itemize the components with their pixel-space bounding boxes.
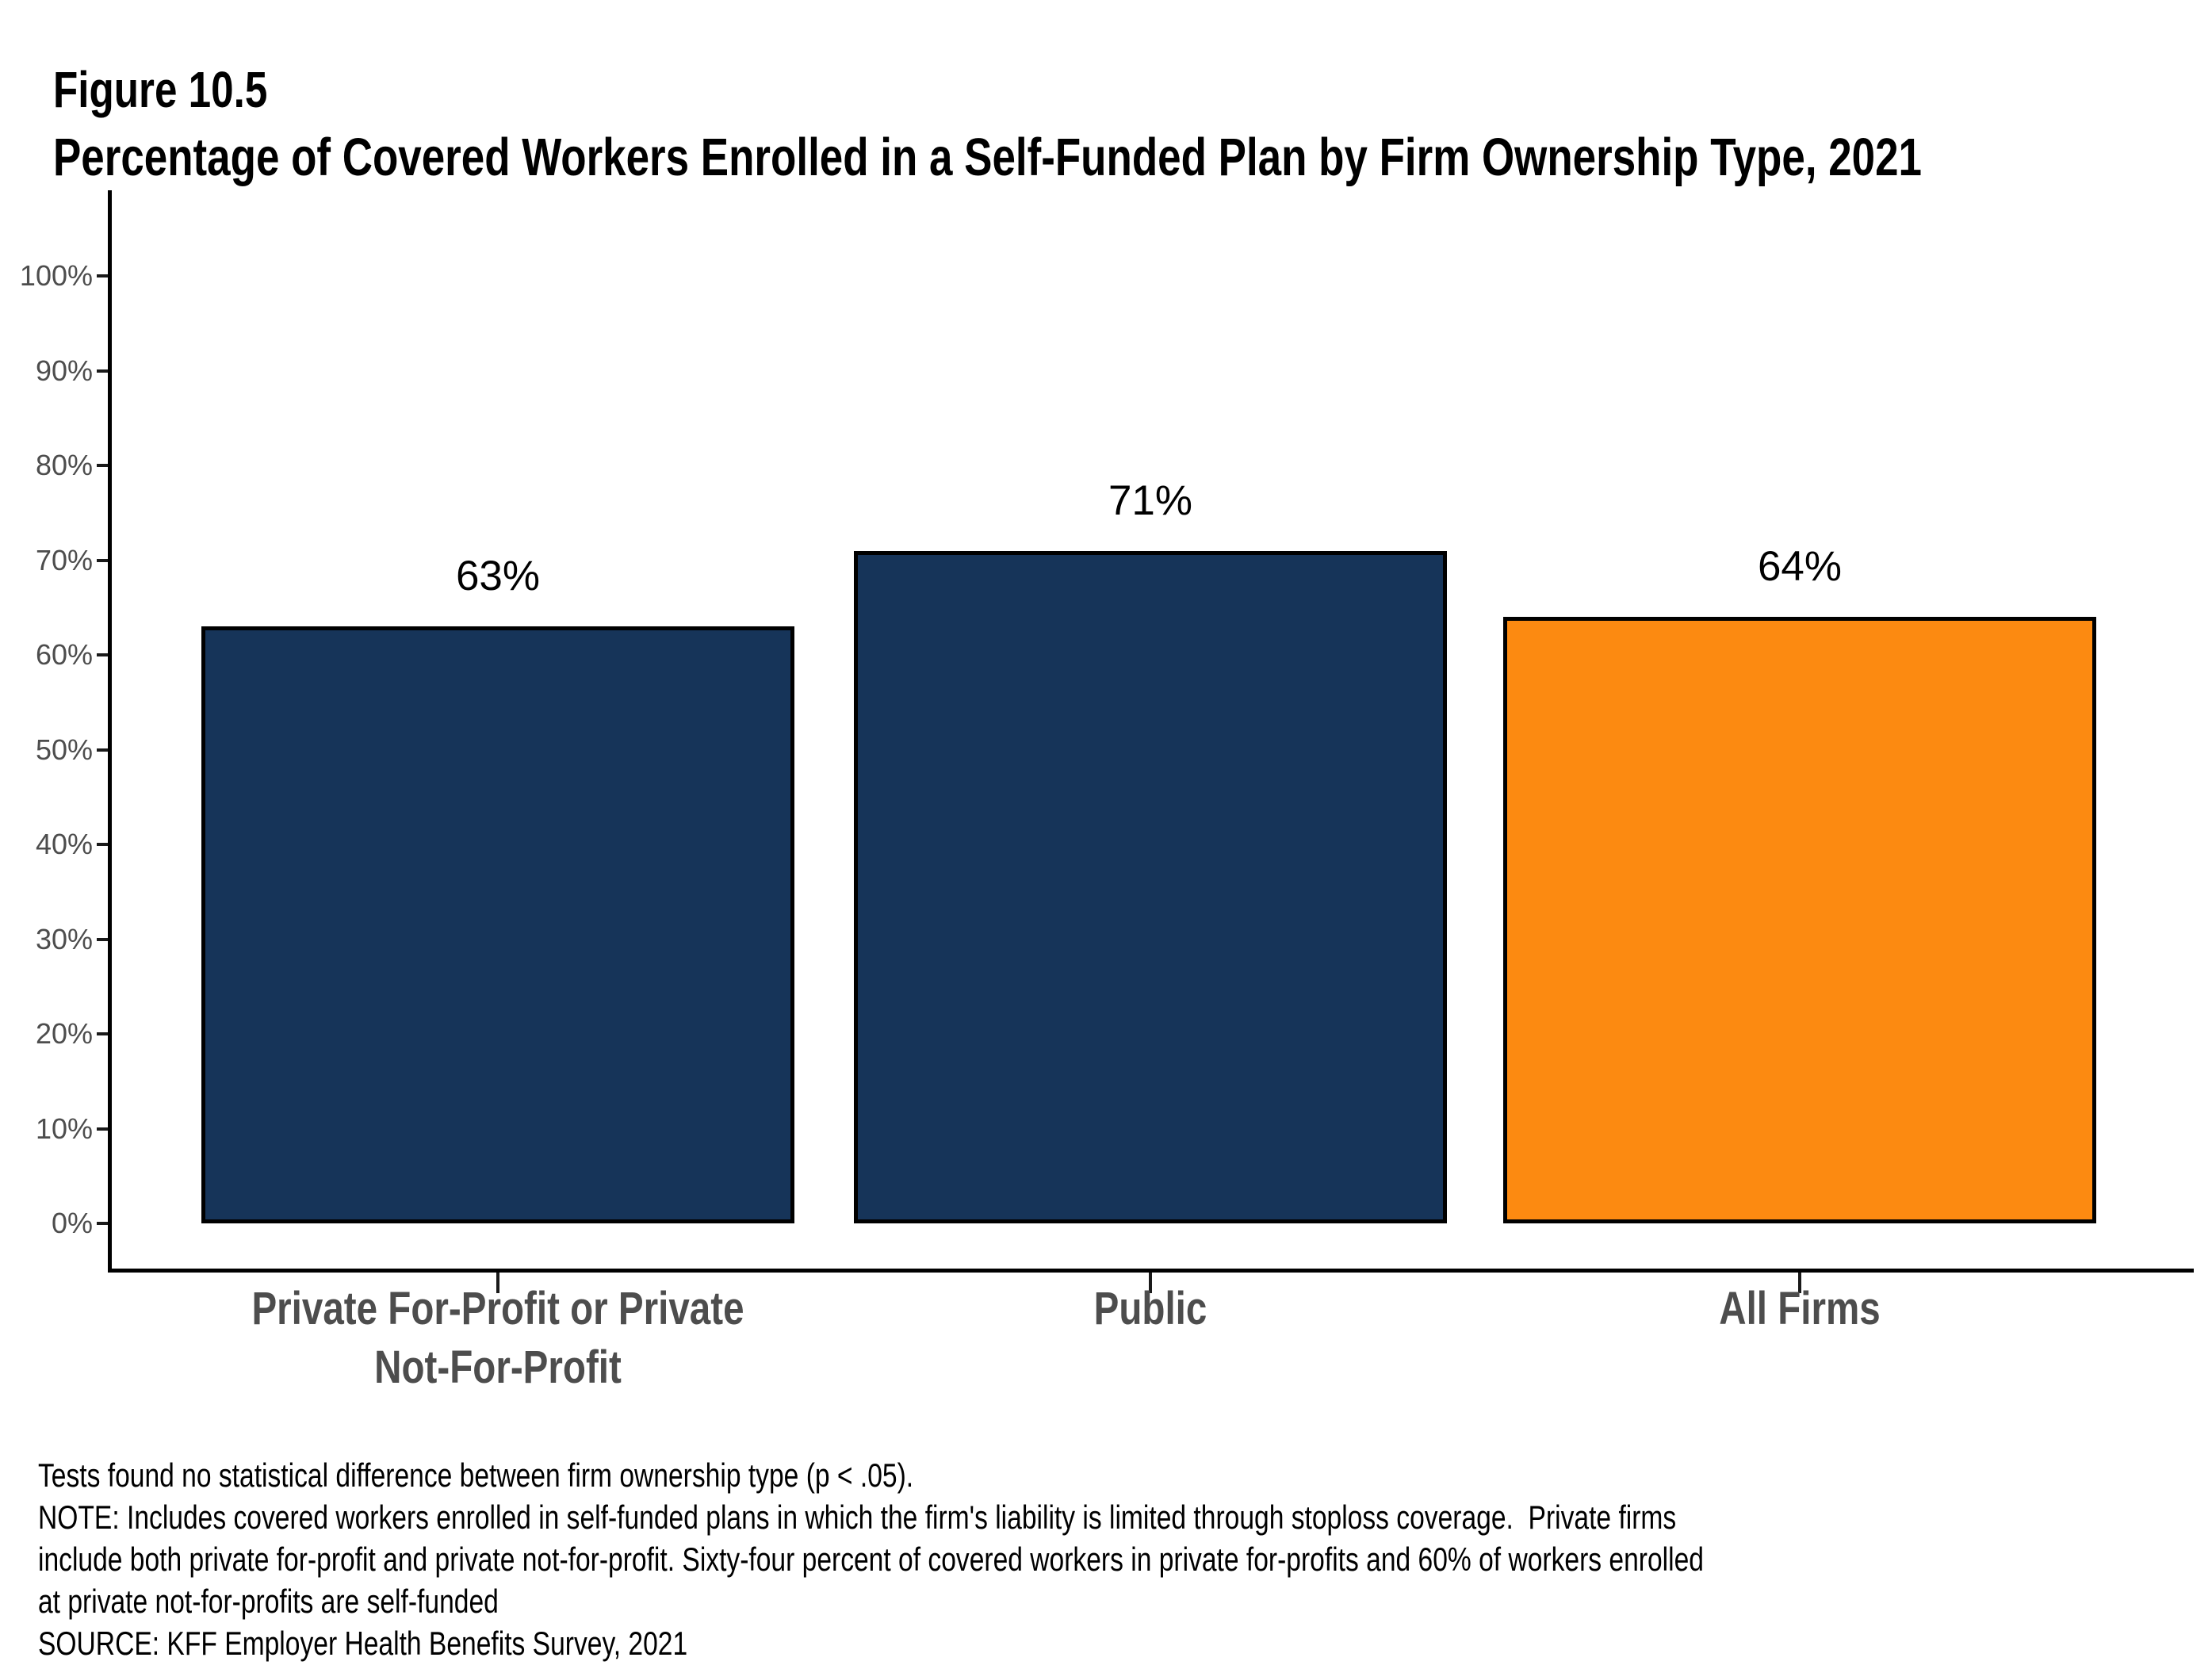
y-axis-tick-label: 80% bbox=[35, 449, 93, 481]
category-label-line: Public bbox=[1093, 1283, 1207, 1334]
y-axis-tick bbox=[97, 653, 108, 656]
y-axis-tick bbox=[97, 1032, 108, 1035]
category-label-all-firms: All Firms bbox=[1403, 1280, 2196, 1338]
footnotes: Tests found no statistical difference be… bbox=[38, 1454, 2120, 1664]
y-axis-tick bbox=[97, 937, 108, 941]
bar-public bbox=[854, 550, 1447, 1223]
x-axis-line bbox=[108, 1269, 2194, 1273]
bar-all-firms bbox=[1503, 617, 2096, 1223]
y-axis-tick bbox=[97, 464, 108, 467]
y-axis-tick-label: 0% bbox=[51, 1207, 93, 1239]
bar-private-for-profit-or-private-not-for-profit bbox=[201, 626, 794, 1223]
y-axis-tick-label: 20% bbox=[35, 1017, 93, 1050]
footnote-line: SOURCE: KFF Employer Health Benefits Sur… bbox=[38, 1625, 688, 1662]
y-axis-tick bbox=[97, 558, 108, 562]
footnote-line: include both private for-profit and priv… bbox=[38, 1541, 1704, 1578]
category-label-public: Public bbox=[754, 1280, 1547, 1338]
bar-value-label: 71% bbox=[1108, 477, 1193, 524]
y-axis-line bbox=[108, 190, 112, 1273]
x-axis-tick bbox=[496, 1273, 499, 1293]
figure-number: Figure 10.5 bbox=[53, 61, 268, 118]
category-label-private-for-profit-or-private-not-for-profit: Private For-Profit or Private Not-For-Pro… bbox=[101, 1280, 894, 1397]
x-axis-tick bbox=[1149, 1273, 1152, 1293]
y-axis-tick bbox=[97, 369, 108, 373]
footnote-line: at private not-for-profits are self-fund… bbox=[38, 1583, 499, 1620]
y-axis-tick-label: 50% bbox=[35, 733, 93, 766]
category-label-line: Not-For-Profit bbox=[374, 1342, 622, 1393]
y-axis-tick bbox=[97, 1222, 108, 1225]
footnote-line: NOTE: Includes covered workers enrolled … bbox=[38, 1498, 1677, 1536]
x-axis-tick bbox=[1798, 1273, 1801, 1293]
bar-value-label: 63% bbox=[455, 553, 541, 600]
figure-title: Percentage of Covered Workers Enrolled i… bbox=[53, 128, 1922, 187]
y-axis-tick bbox=[97, 748, 108, 752]
footnote-line: Tests found no statistical difference be… bbox=[38, 1456, 914, 1494]
y-axis-tick-label: 100% bbox=[19, 259, 93, 292]
y-axis-tick bbox=[97, 274, 108, 278]
y-axis-tick-label: 30% bbox=[35, 922, 93, 955]
category-label-line: All Firms bbox=[1719, 1283, 1881, 1334]
category-label-line: Private For-Profit or Private bbox=[251, 1283, 744, 1334]
y-axis-tick bbox=[97, 843, 108, 846]
bar-value-label: 64% bbox=[1757, 543, 1843, 591]
y-axis-tick-label: 10% bbox=[35, 1112, 93, 1145]
y-axis-tick bbox=[97, 1127, 108, 1131]
y-axis-tick-label: 40% bbox=[35, 828, 93, 860]
y-axis-tick-label: 60% bbox=[35, 638, 93, 671]
y-axis-tick-label: 90% bbox=[35, 354, 93, 387]
y-axis-tick-label: 70% bbox=[35, 543, 93, 576]
